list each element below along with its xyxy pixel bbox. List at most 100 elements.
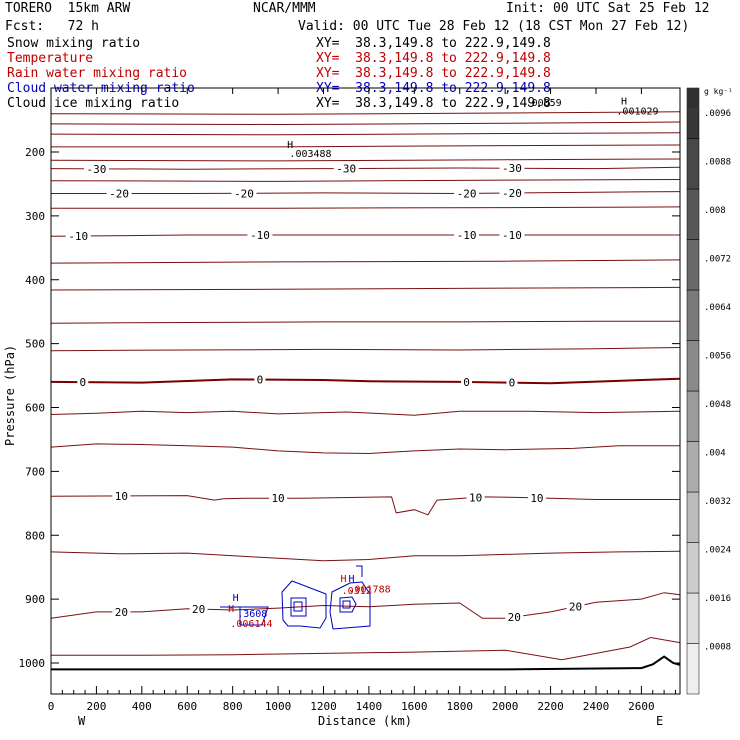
max-marker: H xyxy=(228,604,234,615)
y-axis-label: Pressure (hPa) xyxy=(3,345,17,446)
temperature-line xyxy=(50,158,681,162)
field-xy-snow: XY= 38.3,149.8 to 222.9,149.8 xyxy=(316,36,551,51)
y-tick-label: 800 xyxy=(25,529,45,542)
max-value-label: .00059 xyxy=(526,98,562,109)
max-marker: H xyxy=(348,574,354,585)
isotherm-labels: -30 -30 -30-20 -20 -20 -20-10 -10 -10 -100 0 0 010 1… xyxy=(65,162,585,624)
colorbar-tick-label: .004 xyxy=(704,449,726,459)
x-tick-label: 2200 xyxy=(537,700,564,713)
isotherm-label-bg xyxy=(499,229,525,242)
max-value-label: .003488 xyxy=(289,149,331,160)
maxima-labels: .003488 .00059 .001029 .3608.006144 .0312.00… xyxy=(230,98,658,630)
cloud-water-contour xyxy=(290,597,307,617)
colorbar-tick-label: .0016 xyxy=(704,594,731,604)
isotherm-label-bg xyxy=(333,162,359,175)
isotherm-line xyxy=(50,166,681,170)
isotherm-label-bg xyxy=(269,492,288,505)
field-label-temperature: Temperature xyxy=(7,51,94,66)
temperature-line xyxy=(50,443,680,455)
temperature-line xyxy=(50,550,681,562)
isotherm-label: 20 xyxy=(192,603,205,616)
isotherm-label: -30 xyxy=(502,162,522,175)
max-value-label: .001029 xyxy=(616,106,658,117)
field-label-snow: Snow mixing ratio xyxy=(7,36,141,51)
temperature-line xyxy=(51,144,681,148)
isotherm-label-bg xyxy=(112,605,131,618)
isotherm-label: 10 xyxy=(115,490,128,503)
colorbar-cell xyxy=(686,592,700,644)
x-tick-label: 400 xyxy=(132,700,152,713)
cloud-water-contour xyxy=(339,596,357,613)
max-value-label: .3608 xyxy=(237,609,267,620)
isotherm-label: 20 xyxy=(115,606,128,619)
isotherm-label-bg xyxy=(231,187,257,200)
max-value-label: .0312 xyxy=(342,586,372,597)
isotherm-label: -10 xyxy=(68,230,88,243)
y-tick-label: 200 xyxy=(25,146,45,159)
x-tick-label: 2400 xyxy=(583,700,610,713)
y-tick-label: 900 xyxy=(25,593,45,606)
x-tick-label: 800 xyxy=(223,700,243,713)
isotherm-line xyxy=(50,377,681,385)
max-marker: H xyxy=(233,593,239,604)
temperature-line xyxy=(51,636,681,661)
isotherm-label-bg xyxy=(506,376,518,389)
colorbar-unit: g kg⁻¹ xyxy=(704,87,733,96)
colorbar-cell xyxy=(686,340,700,392)
isotherm-line xyxy=(51,191,681,195)
colorbar-tick-label: .008 xyxy=(704,206,726,216)
init-time: Init: 00 UTC Sat 25 Feb 12 xyxy=(506,1,710,16)
cloud-water-contour xyxy=(281,580,327,629)
isotherm-line xyxy=(50,234,680,237)
cloud-water-contour xyxy=(293,601,303,612)
field-xy-cloud-ice: XY= 38.3,149.8 to 222.9,149.8 xyxy=(316,96,551,111)
x-tick-label: 1200 xyxy=(310,700,337,713)
isotherm-label-bg xyxy=(499,187,525,200)
colorbar-cell xyxy=(686,289,700,341)
temperature-line xyxy=(50,347,681,352)
temperature-line xyxy=(50,121,681,126)
temperature-line xyxy=(51,206,681,209)
colorbar-cell xyxy=(686,390,700,442)
x-tick-label: 2000 xyxy=(492,700,519,713)
colorbar-cell xyxy=(686,491,700,543)
y-tick-label: 600 xyxy=(25,402,45,415)
isotherm-label: -30 xyxy=(336,163,356,176)
isotherm-label-bg xyxy=(505,611,524,624)
isotherm-label: -20 xyxy=(109,188,129,201)
temperature-lines xyxy=(50,111,681,661)
isotherm-label-bg xyxy=(247,229,273,242)
temperature-line xyxy=(50,132,681,136)
isotherm-label: 20 xyxy=(508,611,521,624)
isotherm-label-bg xyxy=(566,600,585,613)
colorbar-cell xyxy=(686,441,700,493)
isotherm-label-bg xyxy=(83,162,109,175)
isotherm-line xyxy=(50,495,680,516)
terrain xyxy=(51,655,681,671)
x-tick-label: 1400 xyxy=(356,700,383,713)
isotherm-label-bg xyxy=(454,229,480,242)
temperature-line xyxy=(50,111,681,115)
x-tick-label: 1600 xyxy=(401,700,428,713)
isotherm-label: -20 xyxy=(234,187,254,200)
east-label: E xyxy=(656,714,663,728)
x-axis-label: Distance (km) xyxy=(318,714,412,728)
colorbar-tick-label: .0072 xyxy=(704,255,731,265)
y-tick-label: 400 xyxy=(25,274,45,287)
isotherm-label: -30 xyxy=(86,163,106,176)
isotherm-label: -10 xyxy=(457,229,477,242)
isotherm-label-bg xyxy=(466,491,485,504)
isotherm-label-bg xyxy=(189,603,208,616)
isotherm-label-bg xyxy=(499,162,525,175)
model-title: TORERO 15km ARW xyxy=(5,1,131,16)
y-tick-label: 700 xyxy=(25,465,45,478)
colorbar-cell xyxy=(686,138,700,190)
isotherm-label: 0 xyxy=(509,377,516,390)
max-value-label: .006144 xyxy=(230,619,272,630)
isotherm-label-bg xyxy=(65,230,91,243)
field-label-cloud-ice: Cloud ice mixing ratio xyxy=(7,96,180,111)
cloud-water-contours xyxy=(220,565,371,630)
cloud-water-contour xyxy=(356,565,363,577)
isotherm-line xyxy=(50,592,681,619)
